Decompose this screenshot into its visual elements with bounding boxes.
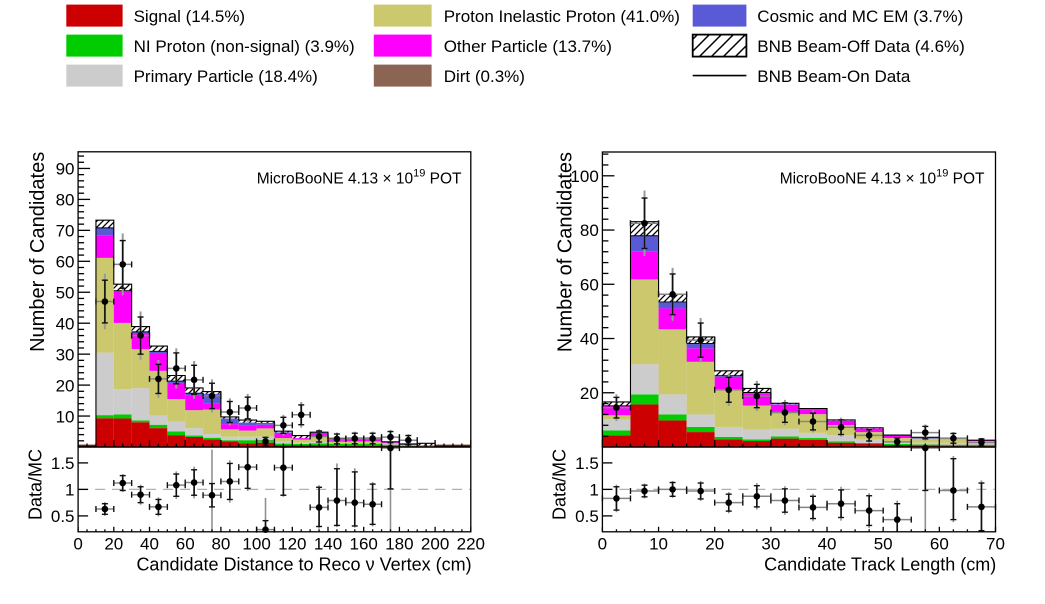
svg-text:90: 90 <box>56 160 75 179</box>
svg-text:70: 70 <box>56 222 75 241</box>
svg-text:0.5: 0.5 <box>51 507 75 526</box>
svg-text:0: 0 <box>598 534 607 553</box>
svg-text:BNB Beam-On Data: BNB Beam-On Data <box>757 67 911 86</box>
svg-text:80: 80 <box>56 191 75 210</box>
svg-text:1: 1 <box>589 481 598 500</box>
svg-text:60: 60 <box>56 253 75 272</box>
svg-text:NI Proton (non-signal) (3.9%): NI Proton (non-signal) (3.9%) <box>134 37 355 56</box>
svg-text:50: 50 <box>874 534 893 553</box>
svg-text:80: 80 <box>211 534 230 553</box>
svg-text:20: 20 <box>104 534 123 553</box>
svg-text:180: 180 <box>385 534 413 553</box>
svg-text:0: 0 <box>73 534 82 553</box>
svg-text:20: 20 <box>705 534 724 553</box>
svg-text:160: 160 <box>350 534 378 553</box>
svg-text:MicroBooNE 4.13 × 1019 POT: MicroBooNE 4.13 × 1019 POT <box>257 168 462 188</box>
svg-text:BNB Beam-Off Data (4.6%): BNB Beam-Off Data (4.6%) <box>757 37 965 56</box>
svg-text:10: 10 <box>649 534 668 553</box>
svg-text:40: 40 <box>140 534 159 553</box>
svg-text:30: 30 <box>56 345 75 364</box>
svg-text:MicroBooNE 4.13 × 1019 POT: MicroBooNE 4.13 × 1019 POT <box>780 168 985 188</box>
svg-text:50: 50 <box>56 283 75 302</box>
svg-text:Dirt (0.3%): Dirt (0.3%) <box>444 67 525 86</box>
svg-text:Candidate Distance to Reco ν V: Candidate Distance to Reco ν Vertex (cm) <box>136 554 471 574</box>
svg-text:40: 40 <box>56 314 75 333</box>
svg-text:Number of Candidates: Number of Candidates <box>27 152 49 352</box>
svg-text:100: 100 <box>242 534 270 553</box>
svg-text:Number of Candidates: Number of Candidates <box>554 152 576 352</box>
svg-text:60: 60 <box>930 534 949 553</box>
svg-text:200: 200 <box>421 534 449 553</box>
svg-text:30: 30 <box>761 534 780 553</box>
svg-text:Signal (14.5%): Signal (14.5%) <box>134 7 246 26</box>
svg-text:10: 10 <box>56 407 75 426</box>
svg-text:20: 20 <box>56 376 75 395</box>
svg-text:70: 70 <box>986 534 1005 553</box>
svg-text:40: 40 <box>818 534 837 553</box>
svg-text:1: 1 <box>65 481 74 500</box>
svg-text:140: 140 <box>314 534 342 553</box>
svg-text:60: 60 <box>176 534 195 553</box>
svg-text:Cosmic and MC EM (3.7%): Cosmic and MC EM (3.7%) <box>757 7 963 26</box>
svg-text:120: 120 <box>278 534 306 553</box>
svg-text:40: 40 <box>580 330 599 349</box>
svg-text:Data/MC: Data/MC <box>550 449 570 520</box>
svg-text:Proton Inelastic Proton (41.0%: Proton Inelastic Proton (41.0%) <box>444 7 680 26</box>
svg-text:Primary Particle (18.4%): Primary Particle (18.4%) <box>134 67 318 86</box>
svg-text:60: 60 <box>580 275 599 294</box>
svg-text:Data/MC: Data/MC <box>25 449 45 520</box>
svg-text:1.5: 1.5 <box>51 454 75 473</box>
svg-text:Other Particle (13.7%): Other Particle (13.7%) <box>444 37 612 56</box>
svg-text:20: 20 <box>580 384 599 403</box>
svg-text:1.5: 1.5 <box>575 454 599 473</box>
svg-text:220: 220 <box>457 534 485 553</box>
svg-text:0.5: 0.5 <box>575 507 599 526</box>
svg-text:Candidate Track Length (cm): Candidate Track Length (cm) <box>764 554 996 574</box>
svg-text:80: 80 <box>580 221 599 240</box>
